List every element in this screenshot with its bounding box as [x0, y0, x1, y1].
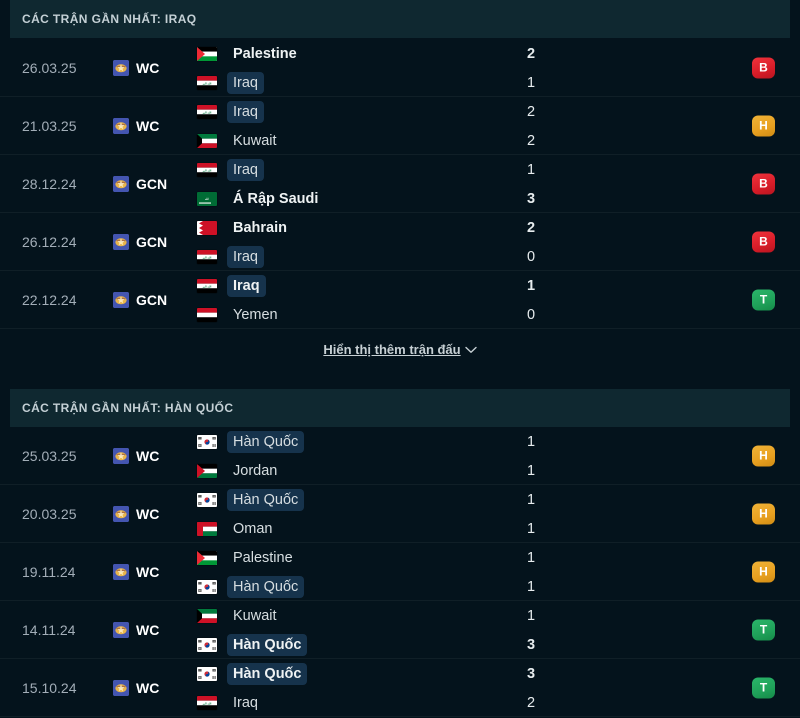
svg-text:الله اكبر: الله اكبر — [202, 701, 212, 705]
svg-text:الله اكبر: الله اكبر — [202, 284, 212, 288]
svg-text:الله: الله — [205, 196, 210, 200]
svg-text:الله اكبر: الله اكبر — [202, 110, 212, 114]
svg-text:الله اكبر: الله اكبر — [202, 81, 212, 85]
svg-text:الله اكبر: الله اكبر — [202, 168, 212, 172]
svg-text:الله اكبر: الله اكبر — [202, 255, 212, 259]
